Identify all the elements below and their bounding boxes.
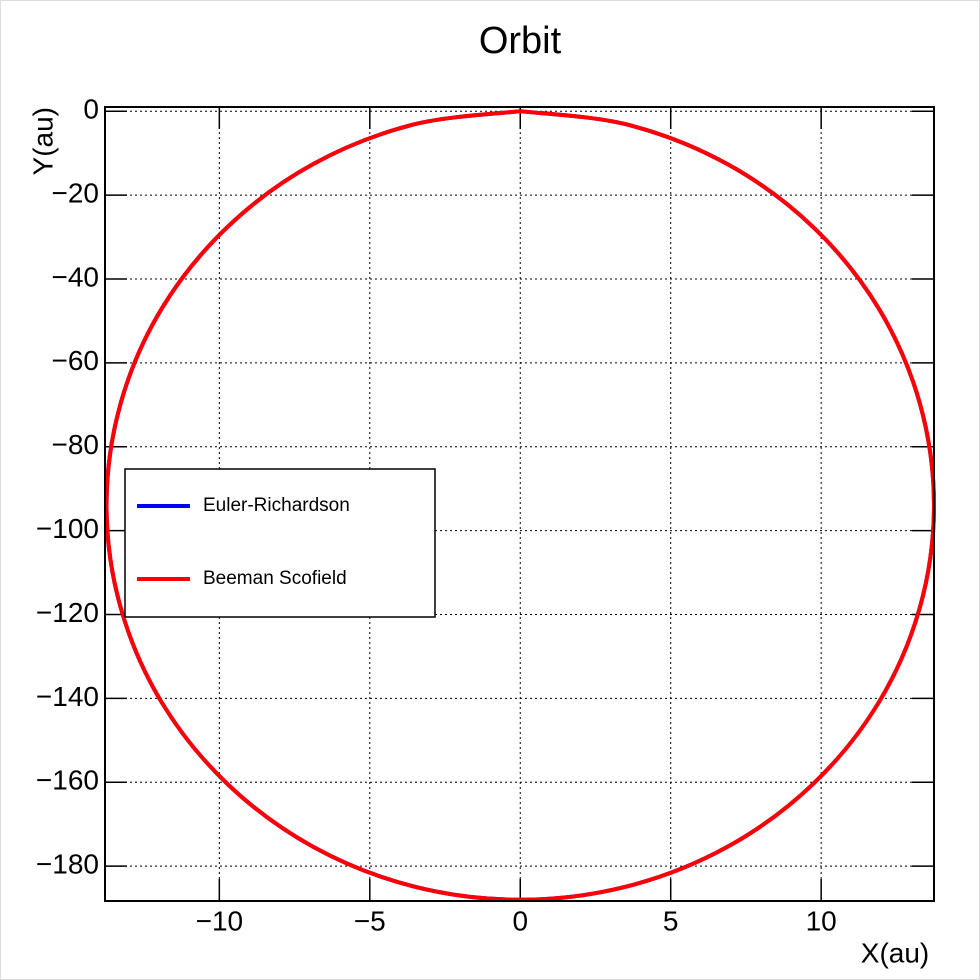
y-tick-label: −120 bbox=[36, 597, 99, 628]
series-line bbox=[104, 109, 937, 902]
legend-label: Beeman Scofield bbox=[203, 568, 347, 589]
y-tick-label: −40 bbox=[52, 261, 100, 292]
y-axis-label: Y(au) bbox=[27, 107, 58, 175]
y-tick-label: −100 bbox=[36, 513, 99, 544]
x-tick-label: −5 bbox=[354, 905, 386, 936]
y-tick-label: 0 bbox=[83, 94, 99, 125]
x-axis-label: X(au) bbox=[861, 937, 929, 968]
y-tick-label: −140 bbox=[36, 681, 99, 712]
x-tick-label: 10 bbox=[806, 905, 837, 936]
x-tick-label: −10 bbox=[196, 905, 244, 936]
y-tick-label: −60 bbox=[52, 345, 100, 376]
y-tick-label: −80 bbox=[52, 429, 100, 460]
x-tick-label: 0 bbox=[512, 905, 528, 936]
plot-frame bbox=[104, 106, 935, 902]
legend-box bbox=[124, 468, 436, 618]
x-tick-label: 5 bbox=[663, 905, 679, 936]
legend-label: Euler-Richardson bbox=[203, 495, 350, 516]
y-tick-label: −160 bbox=[36, 765, 99, 796]
y-tick-label: −20 bbox=[52, 177, 100, 208]
y-tick-label: −180 bbox=[36, 849, 99, 880]
chart-title: Orbit bbox=[479, 20, 562, 62]
legend: Euler-Richardson Beeman Scofield bbox=[124, 468, 436, 618]
